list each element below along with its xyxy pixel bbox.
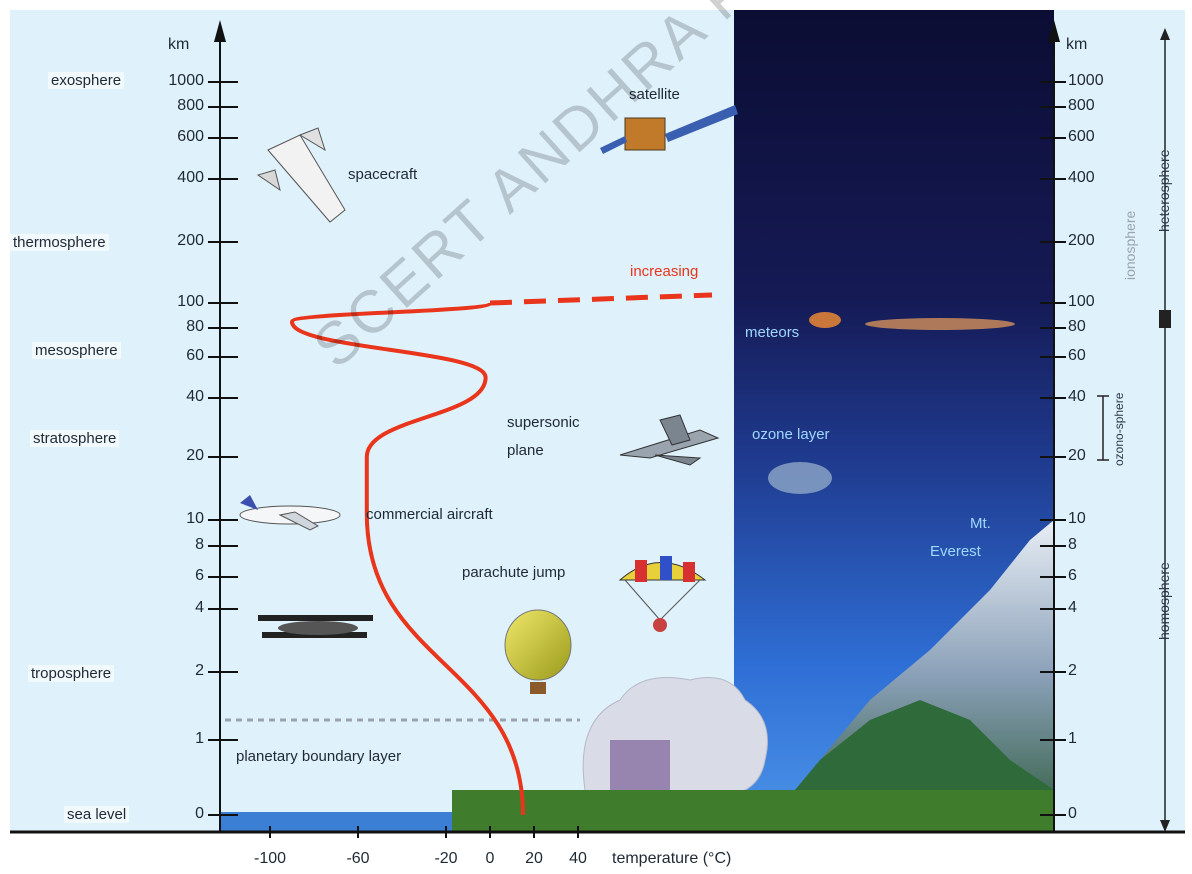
- altitude-tick-label-left: 1000: [168, 72, 204, 89]
- meteors-label: meteors: [745, 324, 800, 341]
- altitude-tick-label-right: 80: [1068, 318, 1086, 335]
- grass-strip: [452, 790, 1054, 832]
- temperature-axis-label: temperature (°C): [612, 850, 732, 867]
- parachute-icon: [618, 556, 707, 632]
- boundary-layer-label: planetary boundary layer: [236, 748, 402, 765]
- temperature-tick-label: 20: [525, 850, 543, 867]
- layer-sea-level: sea level: [64, 806, 130, 823]
- commercial-aircraft-icon: [239, 495, 341, 531]
- altitude-tick-label-right: 60: [1068, 347, 1086, 364]
- sphere-bracket-bottom-arrow: [1160, 820, 1170, 832]
- altitude-tick-label-right: 2: [1068, 662, 1077, 679]
- spacecraft-label: spacecraft: [348, 166, 418, 183]
- altitude-tick-label-right: 10: [1068, 510, 1086, 527]
- supersonic-label-line1: supersonic: [507, 414, 580, 431]
- altitude-unit-left: km: [168, 36, 190, 53]
- layer-mesosphere: mesosphere: [32, 342, 121, 359]
- altitude-tick-label-right: 600: [1068, 128, 1095, 145]
- altitude-unit-right: km: [1066, 36, 1088, 53]
- layer-thermosphere: thermosphere: [10, 234, 109, 251]
- satellite-label: satellite: [629, 86, 680, 103]
- temperature-tick-label: -20: [434, 850, 458, 867]
- altitude-tick-label-left: 1: [195, 730, 204, 747]
- temperature-tick-label: -60: [346, 850, 370, 867]
- supersonic-plane-icon: [619, 414, 720, 466]
- parachute-jump-label: parachute jump: [462, 564, 566, 581]
- altitude-tick-label-left: 8: [195, 536, 204, 553]
- altitude-axis-left-ticks: [208, 81, 238, 816]
- temperature-tick-label: 0: [485, 850, 495, 867]
- altitude-tick-label-left: 4: [195, 599, 204, 616]
- altitude-tick-label-left: 200: [177, 232, 204, 249]
- everest-label-line2: Everest: [930, 543, 981, 560]
- altitude-tick-label-left: 60: [186, 347, 204, 364]
- altitude-tick-label-left: 40: [186, 388, 204, 405]
- altitude-tick-label-left: 20: [186, 447, 204, 464]
- satellite-icon: [600, 105, 738, 154]
- meteor-icon: [809, 312, 841, 328]
- increasing-label: increasing: [630, 263, 699, 280]
- temperature-curve-increasing: [489, 292, 713, 306]
- layer-stratosphere: stratosphere: [30, 430, 120, 447]
- altitude-tick-label-left: 6: [195, 567, 204, 584]
- altitude-tick-label-right: 4: [1068, 599, 1077, 616]
- sphere-bracket-marker: [1159, 310, 1171, 328]
- altitude-tick-label-right: 0: [1068, 805, 1077, 822]
- altitude-axis-arrow-left: [214, 20, 226, 42]
- altitude-tick-label-left: 600: [177, 128, 204, 145]
- altitude-axis-arrow-right: [1048, 20, 1060, 42]
- layer-exosphere: exosphere: [48, 72, 125, 89]
- everest-label-line1: Mt.: [970, 515, 991, 532]
- altitude-tick-label-right: 1: [1068, 730, 1077, 747]
- ozone-cloud: [768, 462, 832, 494]
- hot-air-balloon-icon: [504, 609, 572, 694]
- commercial-aircraft-label: commercial aircraft: [366, 506, 493, 523]
- altitude-tick-label-right: 800: [1068, 97, 1095, 114]
- altitude-tick-label-right: 6: [1068, 567, 1077, 584]
- temperature-curve: [289, 301, 525, 816]
- ozonosphere-label: ozono-sphere: [1112, 392, 1126, 466]
- ocean-strip: [220, 812, 452, 832]
- spacecraft-icon: [256, 127, 346, 223]
- temperature-tick-label: -100: [253, 850, 287, 867]
- supersonic-label-line2: plane: [507, 442, 544, 459]
- ozone-layer-label: ozone layer: [752, 426, 830, 443]
- altitude-tick-label-left: 800: [177, 97, 204, 114]
- altitude-tick-label-right: 100: [1068, 293, 1095, 310]
- sphere-bracket-top-arrow: [1160, 28, 1170, 40]
- cloud-rain: [610, 740, 670, 795]
- layer-troposphere: troposphere: [28, 665, 115, 682]
- altitude-tick-label-right: 8: [1068, 536, 1077, 553]
- altitude-tick-label-right: 200: [1068, 232, 1095, 249]
- altitude-tick-label-left: 2: [195, 662, 204, 679]
- altitude-tick-label-right: 1000: [1068, 72, 1104, 89]
- homosphere-label: homosphere: [1156, 562, 1172, 640]
- altitude-tick-label-right: 20: [1068, 447, 1086, 464]
- heterosphere-label: heterosphere: [1156, 149, 1172, 232]
- biplane-icon: [258, 615, 373, 638]
- altitude-tick-label-left: 0: [195, 805, 204, 822]
- altitude-tick-label-right: 400: [1068, 169, 1095, 186]
- meteor-trail: [865, 318, 1015, 330]
- altitude-tick-label-left: 400: [177, 169, 204, 186]
- altitude-tick-label-left: 80: [186, 318, 204, 335]
- altitude-tick-label-right: 40: [1068, 388, 1086, 405]
- altitude-tick-label-left: 100: [177, 293, 204, 310]
- temperature-tick-label: 40: [569, 850, 587, 867]
- ionosphere-label: ionosphere: [1122, 210, 1138, 280]
- altitude-tick-label-left: 10: [186, 510, 204, 527]
